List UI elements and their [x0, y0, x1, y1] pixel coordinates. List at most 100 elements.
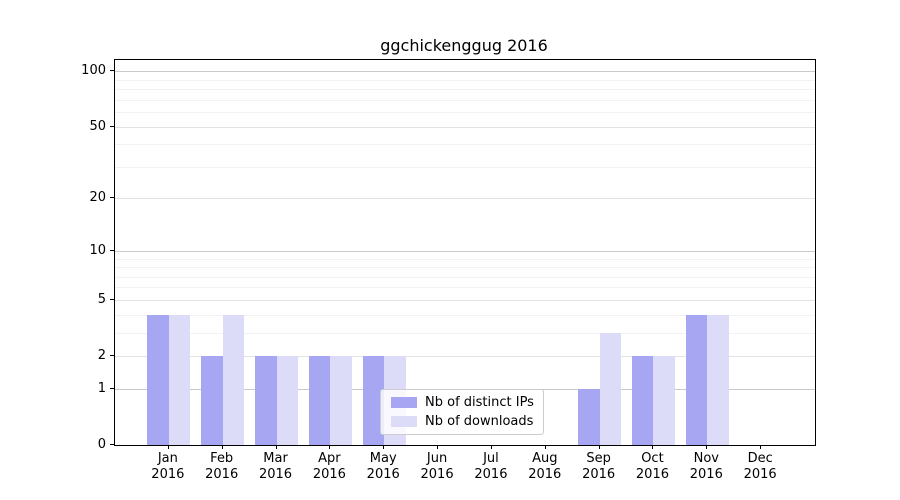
x-axis-tick-label: Apr 2016	[299, 451, 359, 483]
gridline-minor	[115, 166, 815, 168]
y-tick-mark	[110, 444, 114, 445]
gridline-decade	[115, 250, 815, 252]
x-tick-mark	[275, 445, 277, 449]
x-axis-tick-label: Jul 2016	[461, 451, 521, 483]
bar-downloads	[330, 356, 352, 445]
gridline-minor	[115, 144, 815, 146]
gridline-decade	[115, 71, 815, 73]
gridline-major	[115, 356, 815, 358]
bar-distinct-ips	[578, 388, 600, 445]
y-tick-mark	[110, 249, 114, 251]
x-tick-month: Mar	[263, 451, 288, 466]
x-tick-year: 2016	[474, 467, 508, 482]
x-tick-month: Apr	[318, 451, 341, 466]
gridline-major	[115, 198, 815, 200]
gridline-major	[115, 299, 815, 301]
x-tick-mark	[706, 445, 708, 449]
x-tick-mark	[221, 445, 223, 449]
bar-downloads	[599, 332, 622, 445]
x-tick-mark	[544, 445, 546, 449]
x-tick-month: Sep	[586, 451, 611, 466]
bar-downloads	[707, 314, 729, 445]
y-axis-tick-label: 100	[81, 63, 106, 79]
y-axis-tick-label: 1	[97, 380, 106, 396]
chart-title: ggchickenggug 2016	[380, 36, 548, 55]
x-tick-mark	[329, 445, 331, 449]
bar-downloads	[222, 314, 245, 445]
x-axis-tick-label: Oct 2016	[622, 451, 682, 483]
gridline-minor	[115, 99, 815, 101]
y-axis-tick-label: 50	[89, 118, 106, 134]
y-tick-mark	[110, 387, 114, 389]
bar-distinct-ips	[201, 356, 223, 445]
x-tick-year: 2016	[151, 467, 185, 482]
x-tick-mark	[167, 445, 169, 449]
x-tick-mark	[598, 445, 600, 449]
legend-label: Nb of distinct IPs	[425, 394, 534, 410]
y-axis-tick-label: 2	[97, 348, 106, 364]
x-tick-month: Jul	[483, 451, 499, 466]
x-axis-tick-label: Feb 2016	[192, 451, 252, 483]
x-tick-year: 2016	[420, 467, 454, 482]
gridline-minor	[115, 314, 815, 316]
bar-distinct-ips	[362, 356, 385, 445]
y-tick-mark	[110, 70, 114, 72]
x-tick-month: Jun	[426, 451, 448, 466]
x-tick-month: Feb	[210, 451, 234, 466]
y-tick-mark	[110, 125, 114, 127]
x-tick-mark	[437, 445, 439, 449]
gridline-minor	[115, 112, 815, 114]
gridline-major	[115, 126, 815, 128]
bar-distinct-ips	[147, 314, 169, 445]
gridline-minor	[115, 79, 815, 81]
gridline-minor	[115, 276, 815, 278]
x-tick-year: 2016	[689, 467, 723, 482]
x-tick-month: Jan	[157, 451, 178, 466]
y-tick-mark	[110, 355, 114, 357]
x-tick-month: Nov	[693, 451, 719, 466]
x-tick-mark	[652, 445, 654, 449]
y-axis-tick-label: 0	[97, 437, 106, 452]
x-tick-month: Dec	[747, 451, 773, 466]
x-tick-year: 2016	[743, 467, 777, 482]
gridline-minor	[115, 287, 815, 289]
y-axis-tick-label: 10	[89, 242, 106, 258]
bar-downloads	[653, 356, 675, 445]
x-tick-year: 2016	[205, 467, 239, 482]
x-tick-year: 2016	[635, 467, 669, 482]
bar-downloads	[168, 314, 191, 445]
x-tick-month: Aug	[532, 451, 558, 466]
bar-distinct-ips	[255, 356, 277, 445]
legend-label: Nb of downloads	[425, 413, 534, 429]
x-tick-year: 2016	[312, 467, 346, 482]
x-tick-month: May	[369, 451, 397, 466]
x-tick-mark	[383, 445, 385, 449]
bar-distinct-ips	[685, 314, 708, 445]
x-axis-tick-label: Nov 2016	[676, 451, 736, 483]
x-tick-year: 2016	[582, 467, 616, 482]
x-tick-mark	[760, 445, 762, 449]
x-axis-tick-label: Mar 2016	[246, 451, 306, 483]
legend: Nb of distinct IPs Nb of downloads	[380, 389, 544, 435]
gridline-minor	[115, 267, 815, 269]
x-axis-tick-label: Jun 2016	[407, 451, 467, 483]
x-tick-month: Oct	[641, 451, 664, 466]
gridline-minor	[115, 89, 815, 91]
legend-swatch-downloads	[391, 416, 417, 427]
gridline-minor	[115, 332, 815, 334]
x-tick-mark	[490, 445, 492, 449]
bar-distinct-ips	[308, 356, 331, 445]
x-axis-tick-label: Aug 2016	[515, 451, 575, 483]
gridline-minor	[115, 258, 815, 260]
x-axis-tick-label: Dec 2016	[730, 451, 790, 483]
bar-downloads	[276, 356, 299, 445]
y-axis-tick-label: 5	[97, 291, 106, 307]
legend-swatch-distinct-ips	[391, 397, 417, 408]
legend-item: Nb of distinct IPs	[381, 394, 543, 410]
x-tick-year: 2016	[258, 467, 293, 482]
x-axis-tick-label: Jan 2016	[138, 451, 198, 483]
y-tick-mark	[110, 298, 114, 300]
bar-distinct-ips	[631, 356, 654, 445]
legend-item: Nb of downloads	[381, 413, 543, 429]
